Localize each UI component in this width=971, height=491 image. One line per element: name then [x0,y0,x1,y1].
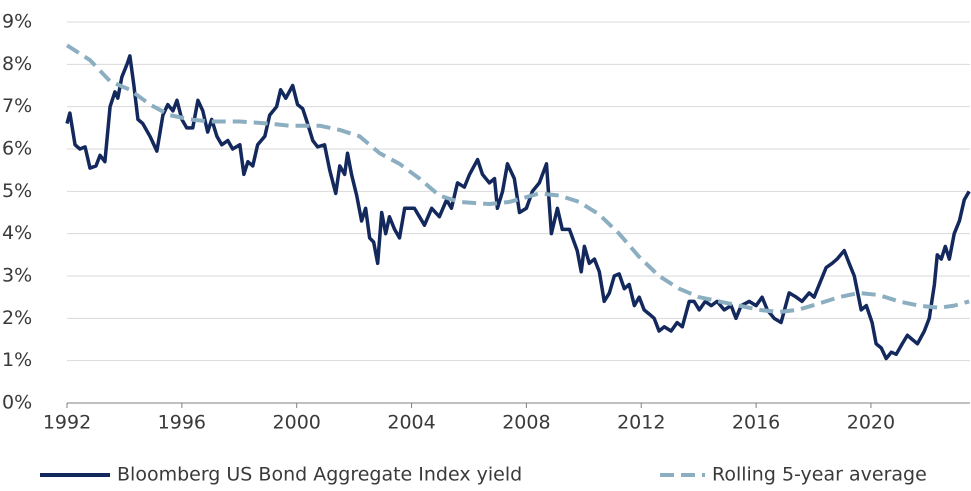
y-tick-label: 4% [2,222,32,244]
x-tick-label: 2004 [387,412,435,434]
y-tick-label: 5% [2,180,32,202]
x-tick-label: 1996 [158,412,206,434]
x-tick-label: 2000 [273,412,321,434]
x-tick-label: 2012 [617,412,665,434]
legend-label: Bloomberg US Bond Aggregate Index yield [117,464,522,486]
y-tick-label: 3% [2,265,32,287]
x-tick-label: 1992 [43,412,91,434]
series-line [65,54,971,361]
y-tick-label: 1% [2,349,32,371]
y-tick-label: 9% [2,11,32,33]
series-line [65,43,970,314]
legend-label: Rolling 5-year average [712,464,927,486]
y-tick-label: 6% [2,138,32,160]
x-tick-label: 2020 [847,412,895,434]
y-tick-label: 2% [2,307,32,329]
y-tick-label: 8% [2,53,32,75]
x-tick-label: 2008 [502,412,550,434]
y-tick-label: 7% [2,95,32,117]
y-tick-label: 0% [2,392,32,414]
x-tick-label: 2016 [732,412,780,434]
